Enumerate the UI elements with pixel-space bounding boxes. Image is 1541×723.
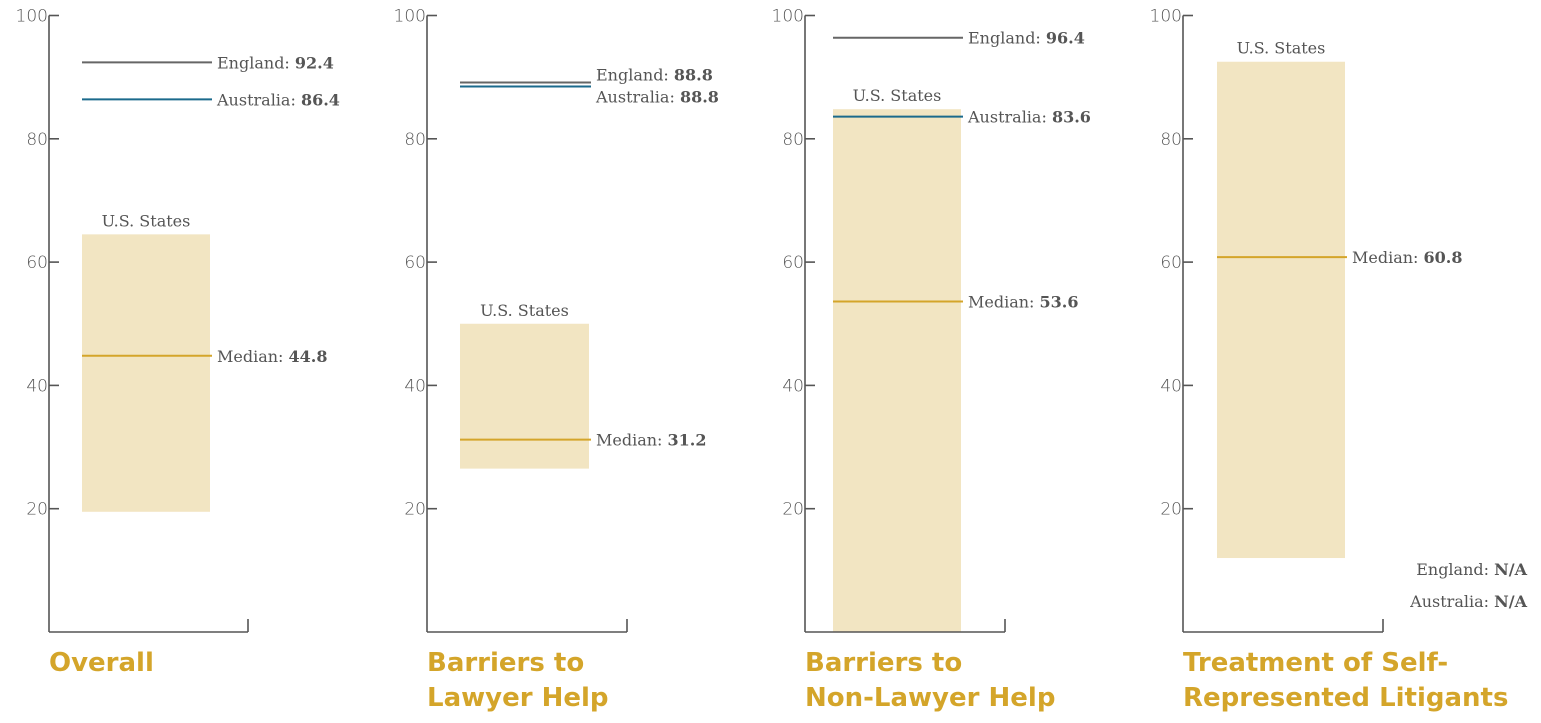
us-states-range-bar [82,234,210,512]
y-tick-label: 20 [26,500,48,520]
y-tick-label: 80 [782,130,804,150]
panel-title-line: Barriers to [427,648,585,678]
england-annotation: England: 96.4 [968,29,1085,48]
y-tick-label: 60 [26,253,48,273]
australia-annotation: Australia: N/A [1409,592,1527,611]
median-annotation: Median: 60.8 [1352,248,1463,267]
y-tick-label: 100 [1150,7,1182,27]
panel-title-line: Overall [49,648,154,678]
panel-title-line: Non-Lawyer Help [805,683,1056,713]
panel-title-barriers-lawyer: Barriers to Lawyer Help [427,646,609,716]
y-tick-label: 20 [782,500,804,520]
panel-title-overall: Overall [49,646,154,681]
y-tick-label: 80 [1160,130,1182,150]
us-states-range-bar [1217,61,1345,559]
y-tick-label: 40 [404,376,426,396]
panel-title-line: Lawyer Help [427,683,609,713]
y-tick-label: 100 [772,7,804,27]
us-states-label: U.S. States [102,211,191,230]
us-states-label: U.S. States [480,301,569,320]
y-tick-label: 100 [16,7,48,27]
england-annotation: England: 92.4 [217,53,334,72]
y-tick-label: 60 [1160,253,1182,273]
y-tick-label: 80 [404,130,426,150]
us-states-range-bar [460,323,589,469]
y-tick-label: 40 [26,376,48,396]
panel-title-self-represented: Treatment of Self- Represented Litigants [1183,646,1508,716]
median-annotation: Median: 31.2 [596,431,707,450]
median-annotation: Median: 44.8 [217,347,328,366]
panel-title-barriers-non-lawyer: Barriers to Non-Lawyer Help [805,646,1055,716]
australia-annotation: Australia: 88.8 [595,88,719,107]
panel-title-line: Barriers to [805,648,963,678]
chart-panel: U.S. States 20 40 60 80 100 Median: 44.8 Englan… [16,7,340,633]
england-annotation: England: 88.8 [596,66,713,85]
chart-panel: U.S. States 20 40 60 80 100 Median: 31.2 Englan… [394,7,719,633]
australia-annotation: Australia: 86.4 [216,90,340,109]
y-tick-label: 100 [394,7,426,27]
y-tick-label: 60 [782,253,804,273]
y-tick-label: 80 [26,130,48,150]
us-states-label: U.S. States [1237,39,1326,58]
y-tick-label: 20 [404,500,426,520]
panel-title-line: Represented Litigants [1183,683,1509,713]
y-tick-label: 20 [1160,500,1182,520]
y-tick-label: 60 [404,253,426,273]
chart-panel: U.S. States 20 40 60 80 100 Median: 60.8 Englan… [1150,7,1528,633]
y-tick-label: 40 [782,376,804,396]
england-annotation: England: N/A [1416,560,1527,579]
panel-title-line: Treatment of Self- [1183,648,1449,678]
us-states-label: U.S. States [853,86,942,105]
y-tick-label: 40 [1160,376,1182,396]
median-annotation: Median: 53.6 [968,293,1079,312]
chart-panel: U.S. States 20 40 60 80 100 Median: 53.6 Englan… [772,7,1091,633]
us-states-range-bar [833,109,961,632]
australia-annotation: Australia: 83.6 [967,108,1091,127]
